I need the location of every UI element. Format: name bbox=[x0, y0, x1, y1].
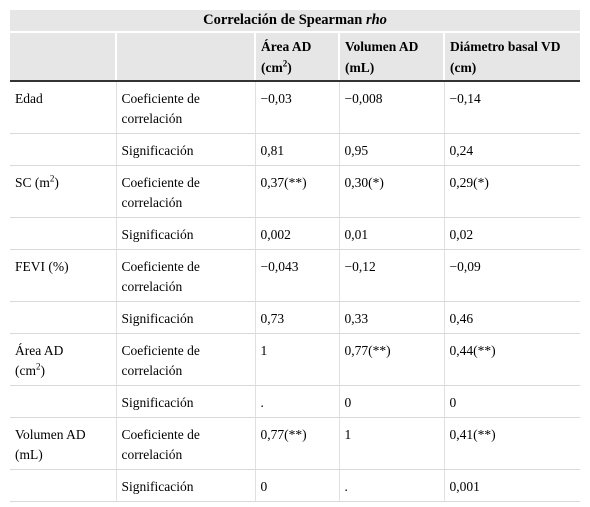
coef-label: Coeficiente de correlación bbox=[115, 333, 255, 386]
table-cell: 0,81 bbox=[254, 133, 339, 166]
sig-label: Significación bbox=[115, 133, 255, 166]
sig-label: Significación bbox=[115, 217, 255, 250]
table-cell: 0,41(**) bbox=[443, 417, 581, 470]
table-title-row: Correlación de Spearman rho bbox=[10, 10, 581, 33]
table-title: Correlación de Spearman rho bbox=[10, 10, 581, 33]
spearman-correlation-table: Correlación de Spearman rho Área AD (cm2)… bbox=[10, 10, 581, 502]
column-header-row: Área AD (cm2) Volumen AD (mL) Diámetro bas… bbox=[10, 32, 581, 82]
table-cell: −0,03 bbox=[254, 81, 339, 134]
table-cell bbox=[10, 133, 116, 166]
table-cell: −0,12 bbox=[338, 249, 444, 302]
row-label-area-ad: Área AD (cm2) bbox=[10, 333, 116, 386]
header-blank-1 bbox=[10, 32, 116, 82]
table-cell: 0,37(**) bbox=[254, 165, 339, 218]
row-label-edad: Edad bbox=[10, 81, 116, 134]
table-row-sc-coef: SC (m2) Coeficiente de correlación 0,37(*… bbox=[10, 165, 581, 218]
table-cell: 0,46 bbox=[443, 301, 581, 334]
table-cell: −0,14 bbox=[443, 81, 581, 134]
table-row-area-ad-sig: Significación . 0 0 bbox=[10, 385, 581, 418]
coef-label: Coeficiente de correlación bbox=[115, 165, 255, 218]
header-blank-2 bbox=[115, 32, 255, 82]
table-cell: 0,30(*) bbox=[338, 165, 444, 218]
table-cell: 0,44(**) bbox=[443, 333, 581, 386]
table-cell: 0,73 bbox=[254, 301, 339, 334]
correlation-table-container: Correlación de Spearman rho Área AD (cm2)… bbox=[10, 10, 581, 502]
table-cell: −0,043 bbox=[254, 249, 339, 302]
sig-label: Significación bbox=[115, 385, 255, 418]
header-area-ad: Área AD (cm2) bbox=[254, 32, 339, 82]
header-diametro-basal-vd: Diámetro basal VD (cm) bbox=[442, 32, 581, 82]
table-cell: 0,33 bbox=[338, 301, 444, 334]
coef-label: Coeficiente de correlación bbox=[115, 417, 255, 470]
table-cell: 0,24 bbox=[443, 133, 581, 166]
table-cell: 0,01 bbox=[338, 217, 444, 250]
table-cell bbox=[10, 217, 116, 250]
table-cell: 0 bbox=[338, 385, 444, 418]
row-label-sc: SC (m2) bbox=[10, 165, 116, 218]
coef-label: Coeficiente de correlación bbox=[115, 249, 255, 302]
table-cell: 0,77(**) bbox=[254, 417, 339, 470]
table-cell: −0,008 bbox=[338, 81, 444, 134]
table-cell: −0,09 bbox=[443, 249, 581, 302]
row-label-volumen-ad: Volumen AD (mL) bbox=[10, 417, 116, 470]
table-cell: 1 bbox=[254, 333, 339, 386]
table-row-area-ad-coef: Área AD (cm2) Coeficiente de correlación 1… bbox=[10, 333, 581, 386]
table-title-rho: rho bbox=[365, 12, 387, 28]
table-cell: 0,95 bbox=[338, 133, 444, 166]
sig-label: Significación bbox=[115, 301, 255, 334]
table-row-volumen-ad-coef: Volumen AD (mL) Coeficiente de correlación… bbox=[10, 417, 581, 470]
table-row-edad-sig: Significación 0,81 0,95 0,24 bbox=[10, 133, 581, 166]
table-cell: 0,002 bbox=[254, 217, 339, 250]
table-cell bbox=[10, 385, 116, 418]
header-volumen-ad: Volumen AD (mL) bbox=[338, 32, 444, 82]
table-cell: 0,77(**) bbox=[338, 333, 444, 386]
row-label-fevi: FEVI (%) bbox=[10, 249, 116, 302]
table-cell: . bbox=[254, 385, 339, 418]
table-cell: 1 bbox=[338, 417, 444, 470]
table-row-sc-sig: Significación 0,002 0,01 0,02 bbox=[10, 217, 581, 250]
table-cell bbox=[10, 301, 116, 334]
coef-label: Coeficiente de correlación bbox=[115, 81, 255, 134]
table-row-fevi-coef: FEVI (%) Coeficiente de correlación −0,04… bbox=[10, 249, 581, 302]
table-row-edad-coef: Edad Coeficiente de correlación −0,03 −0,… bbox=[10, 81, 581, 134]
table-cell: 0,02 bbox=[443, 217, 581, 250]
table-row-fevi-sig: Significación 0,73 0,33 0,46 bbox=[10, 301, 581, 334]
table-cell: 0 bbox=[443, 385, 581, 418]
table-cell: 0,29(*) bbox=[443, 165, 581, 218]
